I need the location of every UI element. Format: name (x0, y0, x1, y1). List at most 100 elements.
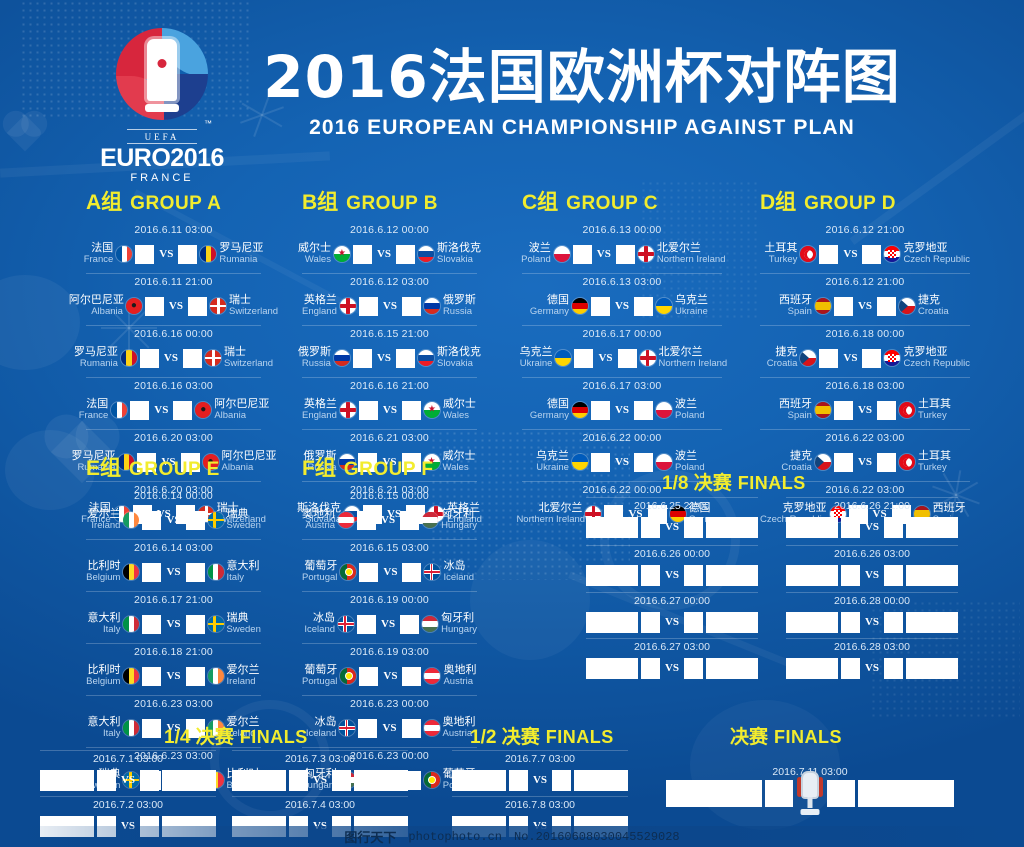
home-score-box[interactable] (840, 657, 860, 679)
home-score-box[interactable] (359, 666, 379, 686)
away-score-box[interactable] (180, 452, 200, 472)
away-team-slot[interactable] (706, 564, 758, 586)
home-score-box[interactable] (142, 718, 162, 738)
home-score-box[interactable] (137, 452, 157, 472)
home-score-box[interactable] (357, 510, 377, 530)
away-team-slot[interactable] (906, 516, 958, 538)
away-score-box[interactable] (401, 400, 421, 420)
away-score-box[interactable] (396, 348, 416, 368)
home-score-box[interactable] (135, 244, 155, 264)
home-score-box[interactable] (640, 657, 660, 679)
home-score-box[interactable] (288, 769, 308, 791)
home-team-slot[interactable] (666, 779, 762, 807)
home-score-box[interactable] (358, 452, 378, 472)
home-score-box[interactable] (819, 244, 839, 264)
away-score-box[interactable] (185, 614, 205, 634)
home-score-box[interactable] (508, 769, 528, 791)
away-team-slot[interactable] (706, 657, 758, 679)
away-team-slot[interactable] (906, 564, 958, 586)
away-score-box[interactable] (862, 348, 882, 368)
away-team-slot[interactable] (706, 611, 758, 633)
home-score-box[interactable] (139, 348, 159, 368)
home-team-slot[interactable] (40, 769, 94, 791)
away-score-box[interactable] (877, 452, 897, 472)
away-score-box[interactable] (634, 400, 654, 420)
away-score-box[interactable] (634, 296, 654, 316)
away-score-box[interactable] (617, 348, 637, 368)
away-score-box[interactable] (884, 564, 904, 586)
home-team-slot[interactable] (586, 516, 638, 538)
away-score-box[interactable] (634, 452, 654, 472)
away-score-box[interactable] (401, 718, 421, 738)
home-team-slot[interactable] (786, 564, 838, 586)
home-score-box[interactable] (833, 296, 853, 316)
away-score-box[interactable] (615, 244, 635, 264)
home-score-box[interactable] (358, 400, 378, 420)
away-score-box[interactable] (684, 657, 704, 679)
home-score-box[interactable] (130, 400, 150, 420)
home-score-box[interactable] (572, 244, 592, 264)
home-score-box[interactable] (357, 614, 377, 634)
away-score-box[interactable] (877, 400, 897, 420)
away-score-box[interactable] (884, 611, 904, 633)
away-team-slot[interactable] (162, 769, 216, 791)
away-score-box[interactable] (140, 769, 160, 791)
away-team-slot[interactable] (706, 516, 758, 538)
away-score-box[interactable] (401, 296, 421, 316)
away-score-box[interactable] (185, 510, 205, 530)
home-team-slot[interactable] (786, 611, 838, 633)
home-score-box[interactable] (144, 296, 164, 316)
away-score-box[interactable] (173, 400, 193, 420)
home-team-slot[interactable] (232, 769, 286, 791)
home-score-box[interactable] (640, 564, 660, 586)
away-score-box[interactable] (862, 244, 882, 264)
home-score-box[interactable] (819, 348, 839, 368)
home-score-box[interactable] (142, 510, 162, 530)
home-score-box[interactable] (358, 296, 378, 316)
home-score-box[interactable] (640, 516, 660, 538)
away-score-box[interactable] (884, 657, 904, 679)
home-score-box[interactable] (142, 666, 162, 686)
away-score-box[interactable] (877, 296, 897, 316)
away-score-box[interactable] (396, 244, 416, 264)
home-score-box[interactable] (358, 718, 378, 738)
away-team-slot[interactable] (354, 769, 408, 791)
home-score-box[interactable] (840, 611, 860, 633)
away-score-box[interactable] (827, 779, 855, 807)
away-score-box[interactable] (402, 666, 422, 686)
away-team-slot[interactable] (858, 779, 954, 807)
away-team-slot[interactable] (906, 657, 958, 679)
home-team-slot[interactable] (786, 516, 838, 538)
home-team-slot[interactable] (786, 657, 838, 679)
home-team-slot[interactable] (586, 657, 638, 679)
home-score-box[interactable] (840, 516, 860, 538)
home-score-box[interactable] (765, 779, 793, 807)
home-score-box[interactable] (590, 400, 610, 420)
home-score-box[interactable] (590, 296, 610, 316)
away-score-box[interactable] (182, 348, 202, 368)
home-score-box[interactable] (833, 452, 853, 472)
home-team-slot[interactable] (586, 611, 638, 633)
away-score-box[interactable] (402, 562, 422, 582)
home-score-box[interactable] (96, 769, 116, 791)
away-score-box[interactable] (187, 296, 207, 316)
home-score-box[interactable] (640, 611, 660, 633)
away-score-box[interactable] (684, 611, 704, 633)
away-score-box[interactable] (401, 452, 421, 472)
away-score-box[interactable] (185, 666, 205, 686)
away-score-box[interactable] (178, 244, 198, 264)
away-score-box[interactable] (552, 769, 572, 791)
home-score-box[interactable] (142, 562, 162, 582)
away-score-box[interactable] (332, 769, 352, 791)
away-score-box[interactable] (400, 614, 420, 634)
home-score-box[interactable] (590, 452, 610, 472)
home-score-box[interactable] (142, 614, 162, 634)
away-score-box[interactable] (684, 516, 704, 538)
home-score-box[interactable] (352, 348, 372, 368)
home-score-box[interactable] (574, 348, 594, 368)
away-score-box[interactable] (185, 718, 205, 738)
home-score-box[interactable] (833, 400, 853, 420)
home-score-box[interactable] (359, 562, 379, 582)
home-team-slot[interactable] (452, 769, 506, 791)
home-team-slot[interactable] (586, 564, 638, 586)
